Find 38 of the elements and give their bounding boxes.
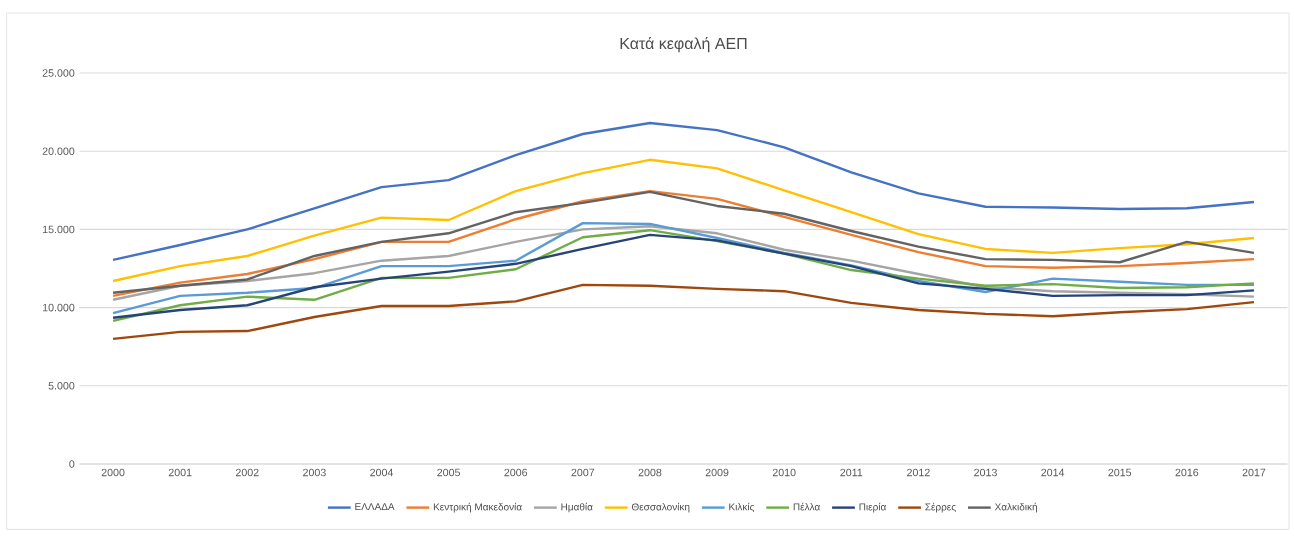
- x-tick-label: 2004: [370, 468, 394, 477]
- legend-label: Κεντρική Μακεδονία: [433, 502, 522, 513]
- x-tick-label: 2005: [437, 468, 461, 477]
- x-tick-label: 2002: [235, 468, 259, 477]
- x-tick-label: 2001: [168, 468, 192, 477]
- x-tick-label: 2003: [303, 468, 326, 477]
- x-tick-label: 2015: [1108, 468, 1132, 477]
- line-series: [111, 283, 1256, 341]
- line-series: [111, 225, 1256, 301]
- x-tick-label: 2014: [1041, 468, 1065, 477]
- chart-title: Κατά κεφαλή ΑΕΠ: [620, 36, 747, 53]
- y-tick-label: 20.000: [42, 147, 75, 155]
- line-series: [111, 158, 1256, 283]
- legend-label: Θεσσαλονίκη: [631, 502, 690, 513]
- x-tick-label: 2011: [840, 468, 863, 477]
- legend-label: Χαλκιδική: [994, 502, 1037, 513]
- x-tick-label: 2008: [638, 468, 662, 477]
- y-tick-label: 0: [69, 460, 75, 468]
- x-tick-label: 2007: [571, 468, 595, 477]
- y-tick-label: 15.000: [42, 225, 75, 234]
- legend-label: Πέλλα: [793, 502, 820, 511]
- x-tick-label: 2009: [705, 468, 729, 477]
- legend-label: ΕΛΛΑΔΑ: [355, 503, 395, 511]
- line-series: [111, 121, 1256, 262]
- legend-label: Σέρρες: [925, 502, 956, 513]
- x-tick-label: 2000: [101, 468, 125, 477]
- x-tick-label: 2017: [1242, 468, 1266, 477]
- x-tick-label: 2016: [1175, 468, 1199, 477]
- x-tick-label: 2010: [772, 468, 796, 477]
- y-tick-label: 25.000: [42, 69, 75, 77]
- legend-label: Κιλκίς: [729, 502, 755, 513]
- x-tick-label: 2012: [907, 468, 930, 477]
- x-tick-label: 2013: [974, 468, 997, 477]
- legend-label: Πιερία: [859, 502, 887, 513]
- y-tick-label: 10.000: [42, 303, 75, 312]
- x-tick-label: 2006: [504, 468, 528, 477]
- y-tick-label: 5.000: [48, 382, 75, 390]
- legend-label: Ημαθία: [561, 502, 593, 513]
